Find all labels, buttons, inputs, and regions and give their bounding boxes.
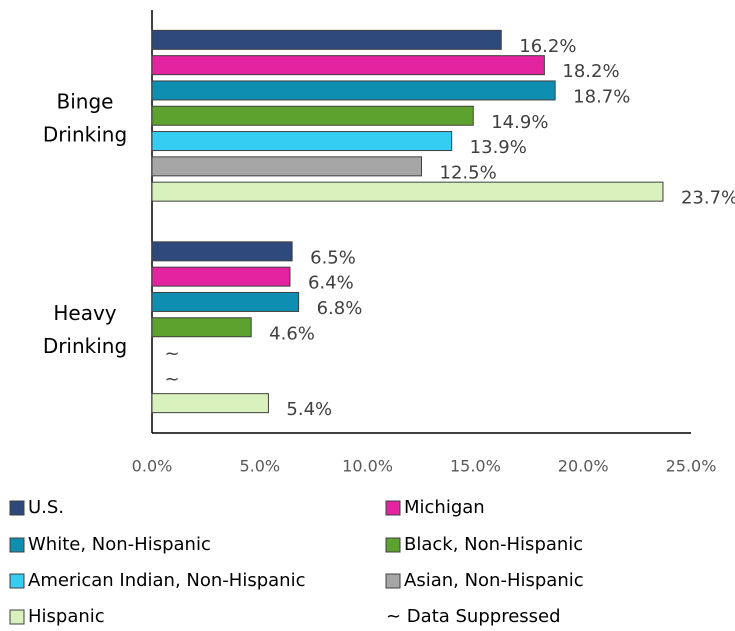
x-tick-label: 15.0% [450,457,501,476]
value-label: 18.2% [562,61,619,82]
bar [151,55,545,76]
category-label: Heavy [53,301,116,325]
bar [151,393,269,414]
bar [151,291,300,312]
bar [151,317,252,338]
value-label: 6.5% [310,247,356,268]
value-label: 4.6% [269,323,315,344]
legend-swatch [385,537,401,553]
value-label: 18.7% [573,86,630,107]
value-label: 16.2% [519,36,576,57]
legend-label: Michigan [404,497,485,518]
bar [151,181,664,202]
category-label: Drinking [43,122,127,146]
legend-label: White, Non-Hispanic [28,534,211,555]
x-tick-label: 20.0% [558,457,609,476]
bar [151,29,502,50]
legend-swatch [9,537,25,553]
x-tick-label: 10.0% [342,457,393,476]
category-label: Binge [57,89,114,113]
value-label: 14.9% [491,112,548,133]
bar [151,241,293,262]
suppressed-label: ~ [164,344,179,365]
x-tick-label: 25.0% [666,457,717,476]
legend-swatch [9,500,25,516]
legend-label: American Indian, Non-Hispanic [28,570,305,591]
legend-label: Black, Non-Hispanic [404,534,583,555]
suppressed-label: ~ [164,369,179,390]
bar [151,80,556,101]
legend-swatch [9,609,25,625]
value-label: 12.5% [440,162,497,183]
value-label: 13.9% [470,137,527,158]
value-label: 6.8% [317,298,363,319]
note: ~ Data Suppressed [386,606,561,627]
value-label: 23.7% [681,188,735,209]
bar [151,156,422,177]
x-tick-label: 5.0% [239,457,280,476]
legend-swatch [9,573,25,589]
value-label: 5.4% [286,399,332,420]
legend-swatch [385,573,401,589]
bar [151,105,474,126]
value-label: 6.4% [308,273,354,294]
bar [151,266,291,287]
legend-label: Asian, Non-Hispanic [404,570,584,591]
x-tick-label: 0.0% [132,457,173,476]
category-label: Drinking [43,334,127,358]
legend-label: U.S. [28,497,64,518]
legend-label: Hispanic [28,606,105,627]
legend-swatch [385,500,401,516]
bar [151,131,453,152]
